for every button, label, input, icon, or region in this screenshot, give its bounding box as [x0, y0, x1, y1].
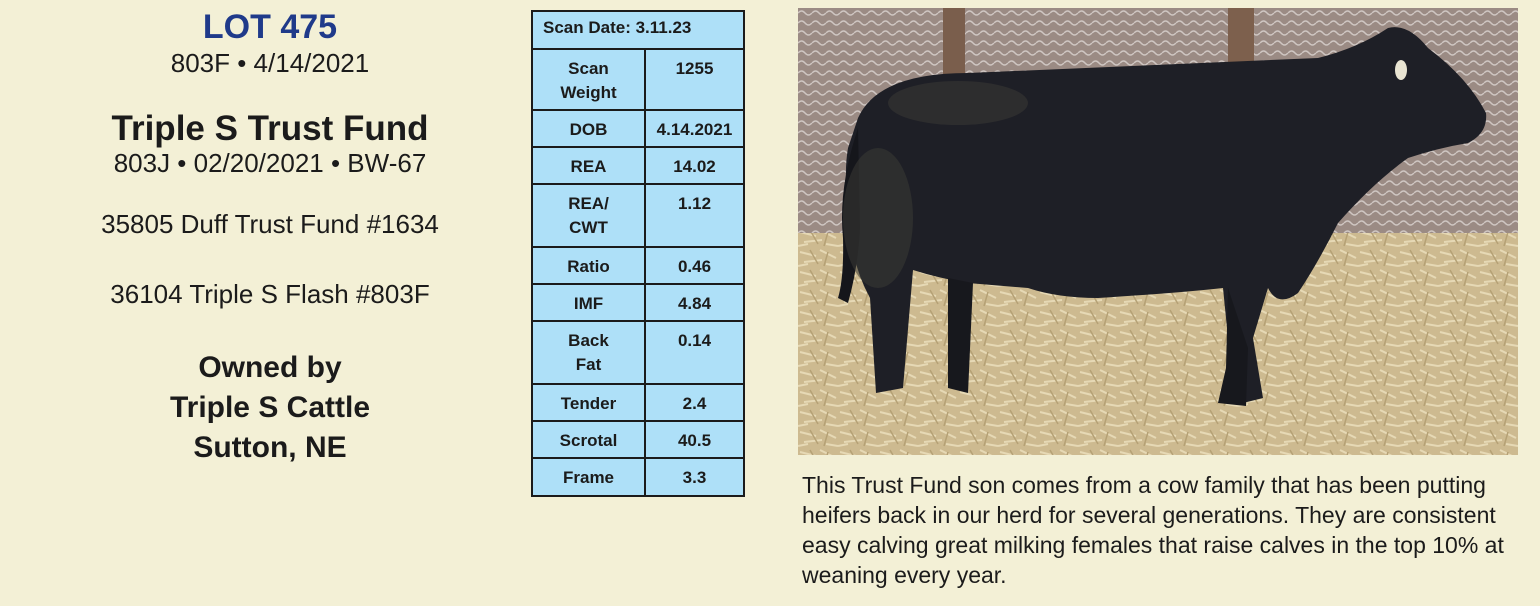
lot-description: This Trust Fund son comes from a cow fam… [802, 472, 1504, 588]
bull-figure [838, 27, 1487, 406]
lot-title: LOT 475 [202, 8, 338, 46]
bull-details: 803J • 02/20/2021 • BW-67 [113, 148, 427, 178]
stat-value: 1.12 [645, 184, 743, 248]
table-row: Frame 3.3 [533, 458, 743, 495]
stat-label: Tender [533, 384, 646, 422]
lot-subtitle: 803F • 4/14/2021 [170, 48, 370, 78]
table-row: Back Fat 0.14 [533, 321, 743, 385]
lot-info: LOT 475 803F • 4/14/2021 Triple S Trust … [40, 0, 500, 468]
table-row: REA 14.02 [533, 147, 743, 185]
stat-label: REA/ CWT [533, 184, 646, 248]
bull-name: Triple S Trust Fund [111, 109, 429, 148]
bull-photo-illustration [798, 8, 1518, 455]
stat-label: Scan Weight [533, 50, 646, 111]
stat-value: 0.14 [645, 321, 743, 385]
table-row: Scrotal 40.5 [533, 421, 743, 459]
stat-value: 4.84 [645, 284, 743, 322]
stat-label: Back Fat [533, 321, 646, 385]
owner-block: Owned by Triple S Cattle Sutton, NE [40, 348, 500, 468]
owner-line-2: Triple S Cattle [169, 391, 371, 424]
stat-value: 0.46 [645, 247, 743, 285]
stat-label: Scrotal [533, 421, 646, 459]
stat-label: REA [533, 147, 646, 185]
table-row: DOB 4.14.2021 [533, 110, 743, 148]
table-row: IMF 4.84 [533, 284, 743, 322]
stat-label: Ratio [533, 247, 646, 285]
table-row: REA/ CWT 1.12 [533, 184, 743, 248]
stat-value: 14.02 [645, 147, 743, 185]
stat-value: 2.4 [645, 384, 743, 422]
stat-value: 1255 [645, 50, 743, 111]
table-row: Ratio 0.46 [533, 247, 743, 285]
bull-photo [798, 8, 1518, 455]
stat-value: 40.5 [645, 421, 743, 459]
stat-label: DOB [533, 110, 646, 148]
sire: 35805 Duff Trust Fund #1634 [101, 209, 439, 239]
stat-label: IMF [533, 284, 646, 322]
stat-value: 4.14.2021 [645, 110, 743, 148]
owner-line-1: Owned by [198, 351, 342, 384]
stat-label: Frame [533, 458, 646, 495]
dam: 36104 Triple S Flash #803F [110, 279, 430, 309]
stats-table: Scan Date: 3.11.23 Scan Weight 1255 DOB … [531, 10, 745, 497]
table-row: Scan Weight 1255 [533, 50, 743, 111]
table-row: Tender 2.4 [533, 384, 743, 422]
scan-date: Scan Date: 3.11.23 [533, 12, 743, 50]
owner-line-3: Sutton, NE [193, 431, 347, 464]
stat-value: 3.3 [682, 468, 707, 487]
